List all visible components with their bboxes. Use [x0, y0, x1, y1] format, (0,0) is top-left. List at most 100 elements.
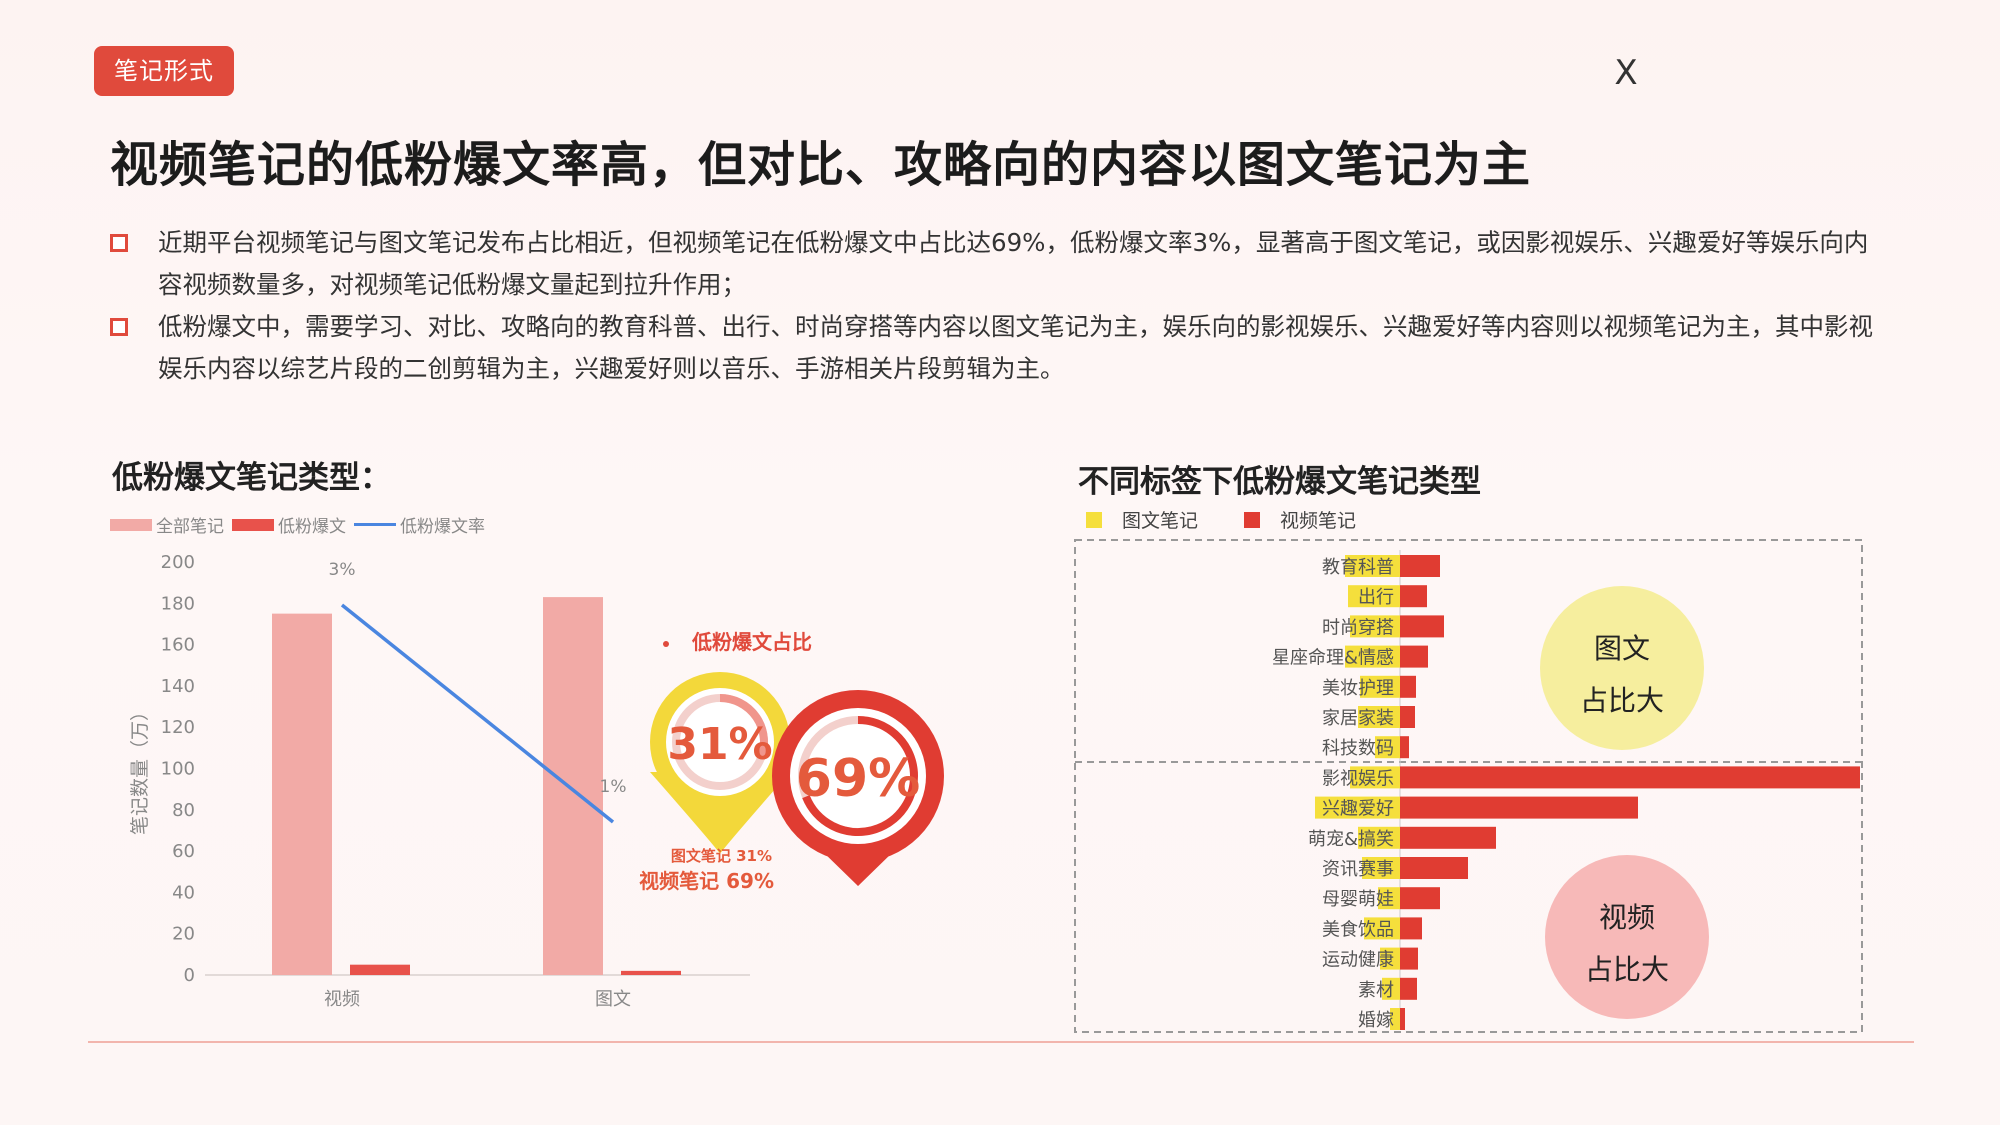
right-chart-legend: 图文笔记 视频笔记 — [1086, 506, 1402, 533]
legend-label: 全部笔记 — [156, 517, 224, 537]
chart-frame — [1074, 539, 1863, 1033]
rate-data-label: 1% — [600, 777, 627, 797]
y-tick-label: 200 — [161, 552, 195, 573]
bar-image-note — [1380, 947, 1400, 970]
category-label: 萌宠&搞笑 — [1308, 829, 1394, 850]
bullet-text: 低粉爆文中，需要学习、对比、攻略向的教育科普、出行、时尚穿搭等内容以图文笔记为主… — [158, 312, 1873, 383]
bar-image-note — [1360, 675, 1400, 698]
bullet-list: 近期平台视频笔记与图文笔记发布占比相近，但视频笔记在低粉爆文中占比达69%，低粉… — [108, 222, 1888, 390]
page-title: 视频笔记的低粉爆文率高，但对比、攻略向的内容以图文笔记为主 — [110, 137, 1532, 193]
legend-label: 低粉爆文率 — [400, 517, 485, 537]
bar-low-fan — [350, 964, 410, 975]
right-chart-title: 不同标签下低粉爆文笔记类型 — [1078, 464, 1481, 500]
bar-image-note — [1345, 645, 1400, 668]
y-axis-label: 笔记数量（万） — [129, 702, 151, 835]
bar-image-note — [1362, 857, 1400, 879]
legend-swatch-all-notes — [110, 518, 152, 531]
annotation-image-note-circle — [1540, 586, 1704, 750]
bullet-item: 低粉爆文中，需要学习、对比、攻略向的教育科普、出行、时尚穿搭等内容以图文笔记为主… — [108, 306, 1888, 390]
bar-video-note — [1400, 977, 1417, 1000]
annotation-image-note-line1: 图文 — [1594, 632, 1650, 665]
category-label: 科技数码 — [1322, 738, 1394, 759]
category-label: 影视娱乐 — [1322, 768, 1394, 789]
y-tick-label: 80 — [172, 800, 195, 821]
legend-label: 低粉爆文 — [278, 517, 346, 537]
bar-video-note — [1400, 675, 1416, 698]
y-tick-label: 120 — [161, 717, 195, 738]
left-chart-title: 低粉爆文笔记类型： — [112, 460, 391, 496]
bar-image-note — [1345, 555, 1400, 577]
bottom-divider — [88, 1041, 1914, 1043]
bar-video-note — [1400, 826, 1496, 849]
bar-image-note — [1348, 585, 1400, 608]
bar-image-note — [1375, 736, 1400, 759]
x-tick-label: 视频 — [324, 989, 360, 1010]
bar-video-note — [1400, 857, 1468, 879]
bar-video-note — [1400, 917, 1422, 940]
rate-data-label: 3% — [329, 560, 356, 580]
pie-legend-video-note: 视频笔记 69% — [639, 869, 774, 893]
legend-swatch-low-fan — [232, 518, 274, 531]
bar-video-note — [1400, 555, 1440, 577]
category-label: 母婴萌娃 — [1322, 889, 1394, 910]
bar-image-note — [1382, 977, 1400, 1000]
category-label: 美食饮品 — [1322, 919, 1394, 940]
category-label: 婚嫁 — [1358, 1010, 1394, 1031]
legend-label: 图文笔记 — [1122, 510, 1199, 532]
category-label: 兴趣爱好 — [1322, 799, 1394, 820]
title-dot-icon — [663, 641, 669, 647]
annotation-image-note-line2: 占比大 — [1580, 684, 1664, 717]
section-tag: 笔记形式 — [94, 46, 234, 96]
bullet-square-icon — [110, 234, 128, 252]
legend-swatch-rate-line — [354, 523, 396, 526]
category-label: 资讯赛事 — [1322, 859, 1394, 880]
legend-swatch-image-note — [1086, 511, 1102, 528]
annotation-video-note-circle — [1545, 855, 1709, 1019]
pie-value-image-note: 31% — [667, 719, 772, 770]
y-tick-label: 100 — [161, 759, 195, 780]
bullet-text: 近期平台视频笔记与图文笔记发布占比相近，但视频笔记在低粉爆文中占比达69%，低粉… — [158, 228, 1869, 299]
bar-image-note — [1390, 1008, 1400, 1030]
y-tick-label: 140 — [161, 676, 195, 697]
bar-video-note — [1400, 796, 1638, 819]
category-label: 素材 — [1358, 980, 1394, 1001]
bar-video-note — [1400, 1008, 1405, 1030]
bar-video-note — [1400, 615, 1444, 638]
category-label: 家居家装 — [1322, 708, 1394, 729]
y-tick-label: 160 — [161, 635, 195, 656]
pie-title: 低粉爆文占比 — [691, 630, 812, 654]
pie-slice-video-note — [802, 716, 918, 836]
pie-legend-image-note: 图文笔记 31% — [671, 847, 772, 865]
category-label: 美妆护理 — [1322, 678, 1394, 699]
category-label: 运动健康 — [1322, 950, 1394, 971]
bar-video-note — [1400, 766, 1860, 789]
bar-image-note — [1378, 887, 1400, 910]
bar-video-note — [1400, 736, 1409, 759]
bar-image-note — [1350, 615, 1400, 638]
bullet-square-icon — [110, 318, 128, 336]
left-chart-legend: 全部笔记 低粉爆文 低粉爆文率 — [110, 512, 493, 537]
annotation-video-note-line2: 占比大 — [1585, 953, 1669, 986]
close-button[interactable]: X — [1614, 53, 1638, 93]
pin-red-inner — [790, 708, 926, 844]
pin-yellow-inner — [666, 688, 774, 796]
category-label: 出行 — [1358, 587, 1394, 608]
pie-slice-image-note — [719, 694, 768, 760]
bar-video-note — [1400, 645, 1428, 668]
bar-video-note — [1400, 706, 1415, 728]
bar-image-note — [1364, 917, 1400, 940]
legend-swatch-video-note — [1244, 511, 1261, 528]
bullet-item: 近期平台视频笔记与图文笔记发布占比相近，但视频笔记在低粉爆文中占比达69%，低粉… — [108, 222, 1888, 306]
category-label: 星座命理&情感 — [1272, 648, 1394, 669]
y-tick-label: 60 — [172, 841, 195, 862]
bar-image-note — [1358, 826, 1400, 849]
pie-value-video-note: 69% — [796, 749, 920, 809]
y-tick-label: 20 — [172, 924, 195, 945]
category-label: 教育科普 — [1322, 557, 1394, 578]
bar-video-note — [1400, 947, 1418, 970]
y-tick-label: 180 — [161, 593, 195, 614]
y-tick-label: 0 — [184, 965, 195, 986]
bar-video-note — [1400, 585, 1427, 608]
legend-label: 视频笔记 — [1280, 510, 1357, 532]
